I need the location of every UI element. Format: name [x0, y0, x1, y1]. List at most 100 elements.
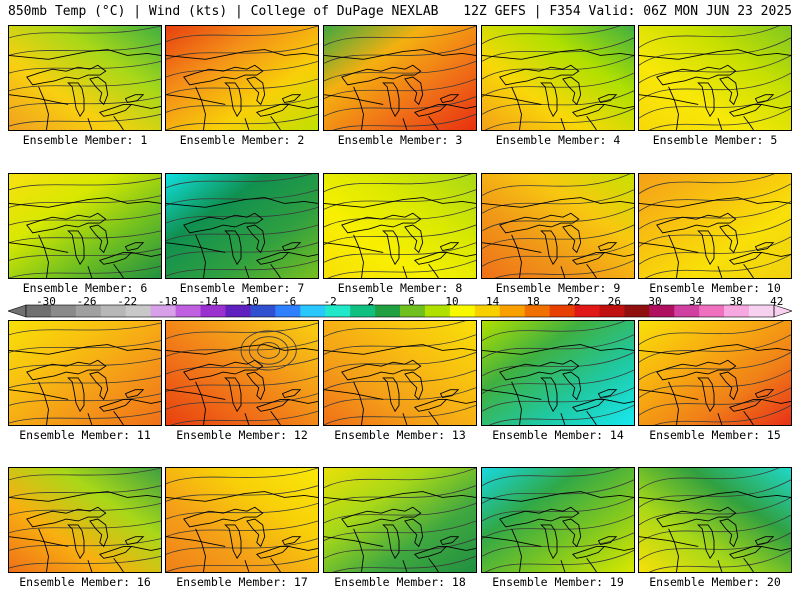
great-lakes-outline: [562, 518, 582, 548]
temperature-field: [324, 321, 476, 425]
ensemble-map-panel: [481, 467, 635, 573]
great-lakes-outline: [244, 413, 250, 425]
great-lakes-outline: [353, 86, 364, 130]
great-lakes-outline: [124, 242, 145, 252]
height-contour: [166, 96, 318, 113]
great-lakes-outline: [499, 64, 580, 86]
height-contour: [166, 174, 313, 189]
height-contour: [324, 485, 476, 506]
temperature-field: [9, 468, 161, 572]
great-lakes-outline: [224, 524, 242, 560]
height-contour: [166, 538, 318, 555]
great-lakes-outline: [404, 224, 424, 254]
great-lakes-outline: [743, 557, 754, 572]
height-contour: [9, 43, 161, 56]
height-contour: [9, 485, 161, 498]
height-contour: [644, 254, 791, 278]
temperature-field: [9, 321, 161, 425]
colorbar-tick-label: 10: [445, 295, 459, 308]
great-lakes-outline: [183, 506, 264, 528]
height-contour: [482, 55, 634, 80]
great-lakes-outline: [324, 536, 384, 547]
great-lakes-outline: [183, 359, 264, 381]
colorbar-swatch: [674, 305, 700, 317]
great-lakes-outline: [288, 399, 318, 404]
height-contour: [324, 468, 476, 488]
ensemble-member-caption: Ensemble Member: 9: [495, 281, 621, 295]
height-contour: [482, 479, 634, 504]
great-lakes-outline: [288, 546, 318, 551]
great-lakes-outline: [89, 371, 109, 401]
height-contour: [9, 113, 161, 127]
great-lakes-outline: [183, 64, 264, 86]
great-lakes-outline: [697, 82, 715, 118]
ensemble-map-panel: [165, 25, 319, 131]
great-lakes-outline: [255, 399, 290, 412]
great-lakes-outline: [324, 344, 476, 355]
colorbar-tick-label: 38: [729, 295, 743, 308]
colorbar-tick-label: -2: [323, 295, 337, 308]
height-contour: [9, 555, 161, 569]
great-lakes-outline: [743, 410, 754, 425]
height-contour: [9, 212, 161, 226]
great-lakes-outline: [324, 491, 476, 502]
temperature-field: [482, 468, 634, 572]
great-lakes-outline: [562, 76, 582, 106]
ensemble-map-panel: [638, 320, 792, 426]
great-lakes-outline: [288, 104, 318, 109]
height-contour: [324, 502, 476, 524]
temperature-field: [9, 26, 161, 130]
great-lakes-outline: [597, 94, 618, 104]
height-contour: [9, 410, 161, 424]
height-contour: [494, 259, 634, 278]
height-contour: [166, 43, 318, 60]
colorbar-swatch: [325, 305, 351, 317]
great-lakes-outline: [89, 76, 109, 106]
great-lakes-outline: [26, 506, 107, 528]
height-contour: [166, 224, 318, 242]
great-lakes-outline: [98, 104, 133, 117]
height-contour: [482, 497, 634, 522]
great-lakes-outline: [98, 546, 133, 559]
height-contour: [166, 259, 318, 277]
great-lakes-outline: [586, 115, 597, 130]
height-contour: [654, 405, 791, 425]
ensemble-member-caption: Ensemble Member: 20: [649, 575, 781, 589]
height-contour: [9, 520, 161, 534]
colorbar-tick-label: -22: [117, 295, 138, 308]
colorbar-swatch: [175, 305, 201, 317]
great-lakes-outline: [571, 546, 606, 559]
temperature-field: [166, 321, 318, 425]
great-lakes-outline: [224, 377, 242, 413]
great-lakes-outline: [482, 389, 542, 400]
great-lakes-outline: [9, 344, 161, 355]
colorbar-swatch: [50, 305, 77, 317]
great-lakes-outline: [353, 234, 364, 278]
great-lakes-outline: [697, 230, 715, 266]
height-contour: [332, 555, 476, 572]
height-contour: [170, 410, 318, 425]
great-lakes-outline: [656, 64, 737, 86]
great-lakes-outline: [382, 377, 400, 413]
great-lakes-outline: [511, 86, 522, 130]
great-lakes-outline: [124, 536, 145, 546]
great-lakes-outline: [195, 528, 206, 572]
great-lakes-outline: [87, 118, 93, 130]
great-lakes-outline: [244, 266, 250, 278]
ensemble-member-caption: Ensemble Member: 6: [22, 281, 148, 295]
great-lakes-outline: [656, 506, 737, 528]
colorbar-tick-label: -30: [36, 295, 56, 308]
great-lakes-outline: [571, 399, 606, 412]
height-contour: [639, 218, 791, 247]
colorbar-tick-label: 34: [688, 295, 703, 308]
height-contour: [166, 520, 318, 538]
great-lakes-outline: [413, 399, 448, 412]
great-lakes-outline: [324, 49, 476, 60]
height-contour: [324, 26, 476, 46]
great-lakes-outline: [382, 230, 400, 266]
great-lakes-outline: [428, 557, 439, 572]
great-lakes-outline: [571, 252, 606, 265]
great-lakes-outline: [562, 371, 582, 401]
ensemble-map-panel: [8, 320, 162, 426]
product-title: 850mb Temp (°C) | Wind (kts) | College o…: [8, 4, 439, 19]
